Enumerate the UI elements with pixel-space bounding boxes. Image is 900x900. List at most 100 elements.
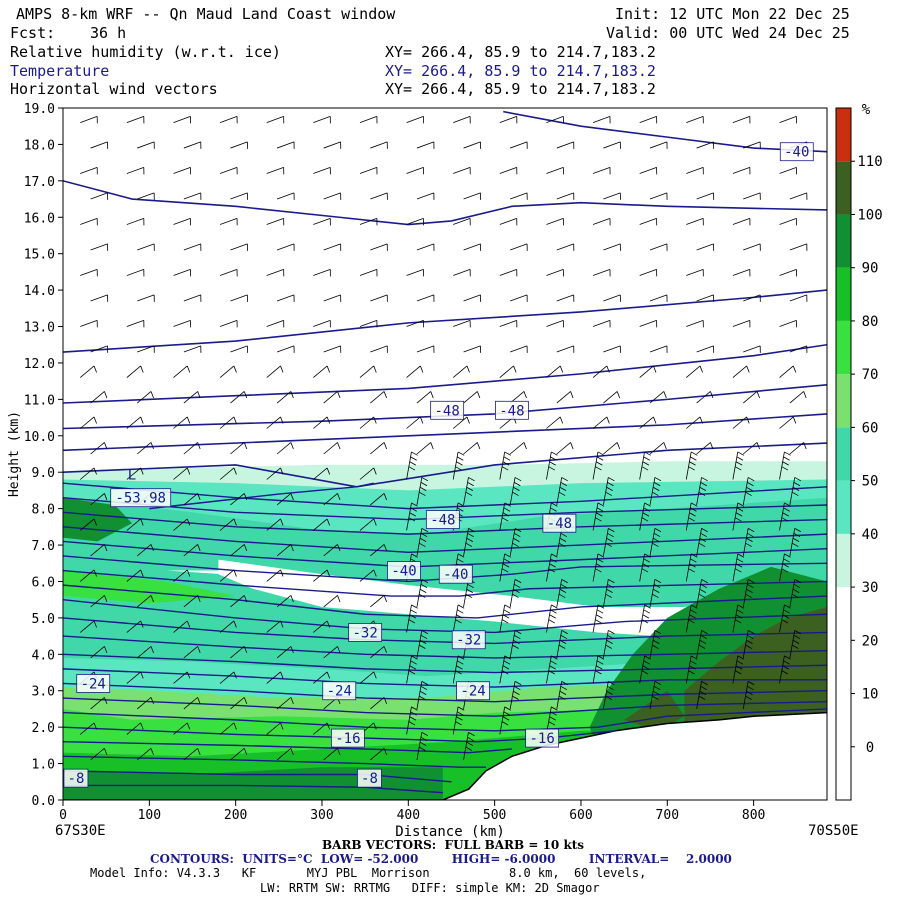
wind-barb bbox=[789, 243, 808, 251]
wind-barb-shaft bbox=[313, 518, 328, 531]
wind-barb bbox=[323, 544, 341, 557]
wind-barb bbox=[230, 243, 248, 251]
wind-barb-shaft bbox=[406, 604, 412, 633]
contour-mid-8 bbox=[63, 598, 827, 634]
wind-barb-shaft bbox=[370, 345, 388, 353]
wind-barb bbox=[743, 294, 761, 302]
wind-barb bbox=[546, 116, 564, 124]
contour-top bbox=[503, 110, 827, 153]
wind-barb bbox=[183, 243, 202, 251]
wind-barb-shaft bbox=[406, 655, 412, 684]
wind-barb-flag bbox=[373, 518, 377, 526]
wind-barb-flag bbox=[561, 477, 568, 482]
wind-barb-flag bbox=[781, 619, 789, 624]
wind-barb-flag bbox=[652, 639, 660, 644]
wind-barb-shaft bbox=[509, 477, 516, 506]
wind-barb-shaft bbox=[173, 518, 188, 531]
wind-barb bbox=[546, 553, 558, 582]
wind-barb-flag bbox=[595, 512, 603, 517]
colorbar-tick-label: 70 bbox=[862, 367, 879, 383]
wind-barb-flag bbox=[654, 630, 662, 635]
contour-mid-2 bbox=[63, 511, 827, 535]
wind-barb-flag bbox=[792, 639, 800, 644]
wind-barb-flag bbox=[701, 579, 708, 584]
wind-barb-flag bbox=[570, 391, 574, 399]
wind-barb bbox=[556, 442, 574, 455]
wind-barb-flag bbox=[688, 619, 695, 624]
wind-barb-flag bbox=[457, 711, 464, 716]
wind-barb-flag bbox=[467, 583, 474, 589]
contour-mid-3 bbox=[63, 526, 827, 554]
terrain-surface bbox=[63, 711, 827, 800]
wind-barb-flag bbox=[233, 416, 237, 424]
wind-barb bbox=[592, 365, 610, 378]
wind-barb bbox=[313, 218, 331, 226]
wind-barb bbox=[313, 167, 331, 175]
wind-barb-flag bbox=[468, 477, 475, 482]
contour-label: -48 bbox=[425, 510, 460, 529]
wind-barb-flag bbox=[734, 466, 742, 471]
wind-barb bbox=[126, 467, 144, 480]
wind-barb bbox=[90, 192, 109, 200]
wind-barb bbox=[546, 655, 558, 684]
wind-barb-flag bbox=[608, 630, 615, 635]
contour-upper-3 bbox=[63, 343, 827, 404]
wind-barb-flag bbox=[641, 466, 649, 471]
wind-barb-flag bbox=[689, 563, 696, 568]
wind-barb bbox=[499, 116, 518, 124]
wind-barb-flag bbox=[608, 528, 615, 533]
wind-barb-shaft bbox=[183, 493, 198, 506]
wind-barb-flag bbox=[792, 365, 797, 373]
wind-barb bbox=[359, 467, 377, 480]
wind-barb bbox=[603, 681, 615, 710]
wind-barb-flag bbox=[605, 593, 612, 598]
wind-barb-flag bbox=[653, 416, 657, 424]
wind-barb-flag bbox=[411, 655, 418, 660]
wind-barb-shaft bbox=[742, 477, 749, 506]
wind-barb-flag bbox=[197, 646, 201, 654]
wind-barb bbox=[173, 620, 191, 633]
wind-barb-flag bbox=[737, 655, 745, 660]
wind-barb-shaft bbox=[137, 192, 155, 200]
wind-barb-shaft bbox=[137, 141, 155, 149]
wind-barb bbox=[592, 553, 605, 582]
wind-barb-shaft bbox=[546, 116, 564, 123]
wind-barb-flag bbox=[410, 609, 417, 614]
wind-barb bbox=[743, 345, 761, 353]
field-label-rh: Relative humidity (w.r.t. ice) bbox=[10, 43, 281, 61]
wind-barb-shaft bbox=[313, 467, 328, 480]
wind-barb-shaft bbox=[732, 416, 747, 429]
wind-barb-shaft bbox=[463, 528, 469, 557]
wind-barb bbox=[406, 502, 418, 531]
wind-barb-flag bbox=[504, 706, 512, 711]
wind-barb bbox=[416, 732, 429, 761]
wind-barb bbox=[183, 544, 201, 557]
wind-barb-shaft bbox=[136, 646, 152, 659]
wind-barb bbox=[406, 319, 425, 328]
wind-barb-shaft bbox=[359, 365, 375, 378]
wind-barb bbox=[639, 218, 658, 226]
wind-barb-flag bbox=[150, 391, 154, 399]
wind-barb-flag bbox=[689, 461, 696, 466]
wind-barb-flag bbox=[186, 365, 191, 373]
wind-barb bbox=[313, 569, 331, 582]
wind-barb-shaft bbox=[406, 502, 412, 531]
wind-barb bbox=[603, 442, 621, 455]
wind-barb bbox=[696, 141, 715, 149]
wind-barb bbox=[732, 365, 750, 378]
wind-barb-flag bbox=[641, 517, 649, 522]
wind-barb-flag bbox=[104, 748, 108, 756]
wind-barb-shaft bbox=[90, 294, 108, 302]
wind-barb-shaft bbox=[685, 604, 692, 633]
contour-label-text: -40 bbox=[391, 564, 416, 580]
wind-barb-flag bbox=[93, 518, 97, 526]
wind-barb-shaft bbox=[743, 192, 761, 200]
wind-barb-flag bbox=[698, 644, 706, 649]
wind-barb-shaft bbox=[323, 748, 338, 761]
wind-barb-flag bbox=[421, 528, 429, 533]
wind-barb-flag bbox=[597, 655, 605, 660]
y-tick-label: 15.0 bbox=[24, 248, 55, 263]
wind-barb bbox=[556, 477, 568, 506]
wind-barb-flag bbox=[595, 517, 602, 522]
wind-barb-flag bbox=[642, 665, 650, 670]
